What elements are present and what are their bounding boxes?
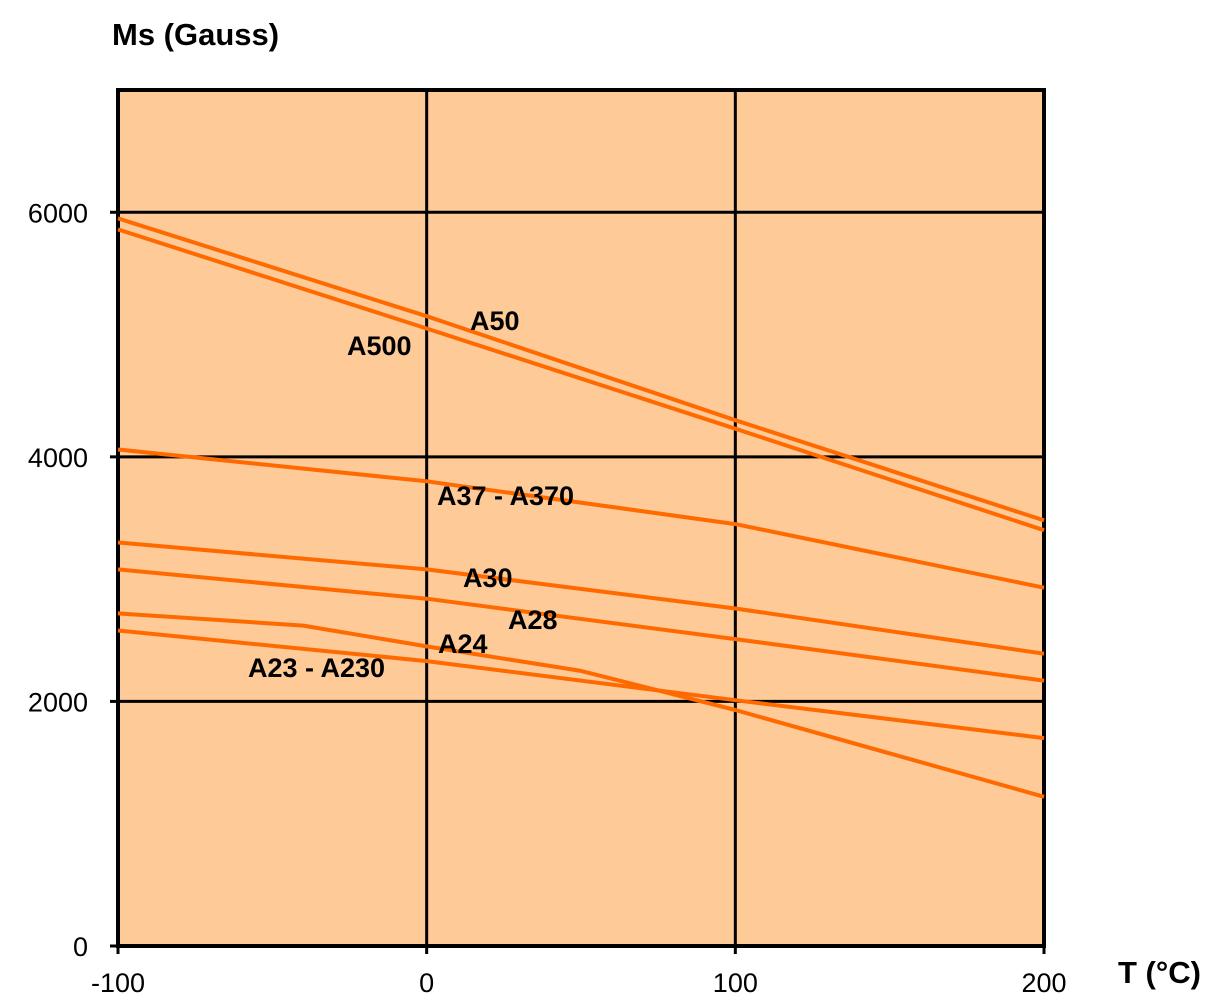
grid [110,88,1046,954]
series-label-a24: A24 [438,629,488,659]
y-axis-title: Ms (Gauss) [112,17,279,52]
series-line-a30 [117,540,1045,656]
x-tick-label: 0 [419,968,434,998]
plot-area [118,90,1044,946]
x-tick-label: -100 [91,968,145,998]
series-label-a50: A50 [470,306,520,336]
series-label-a500: A500 [347,331,412,361]
series-label-a37-a370: A37 - A370 [437,481,574,511]
series-label-a28: A28 [508,605,558,635]
x-axis-title: T (°C) [1118,955,1201,990]
x-tick-label: 200 [1021,968,1066,998]
plot-frame [116,88,1046,948]
series-label-a30: A30 [463,563,513,593]
y-tick-label: 4000 [28,443,88,473]
y-tick-label: 0 [73,932,88,962]
series-line-a500 [117,227,1045,533]
series-line-a37-a370 [117,447,1045,590]
series-line-a23-a230 [117,628,1045,741]
series-labels: A50 A500 A37 - A370 A30 A28 A24 A23 - A230 [248,306,574,683]
series-lines [117,216,1045,799]
x-tick-label: 100 [713,968,758,998]
series-line-a50 [117,216,1045,523]
series-line-a28 [117,567,1045,683]
series-label-a23-a230: A23 - A230 [248,653,385,683]
series-line-a24 [117,611,1045,799]
y-tick-label: 2000 [28,687,88,717]
y-tick-label: 6000 [28,198,88,228]
